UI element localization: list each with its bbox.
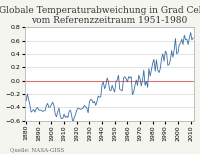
Text: Quelle: NASA-GISS: Quelle: NASA-GISS <box>10 148 64 152</box>
Title: Globale Temperaturabweichung in Grad Celsius
vom Referenzzeitraum 1951-1980: Globale Temperaturabweichung in Grad Cel… <box>0 6 200 25</box>
